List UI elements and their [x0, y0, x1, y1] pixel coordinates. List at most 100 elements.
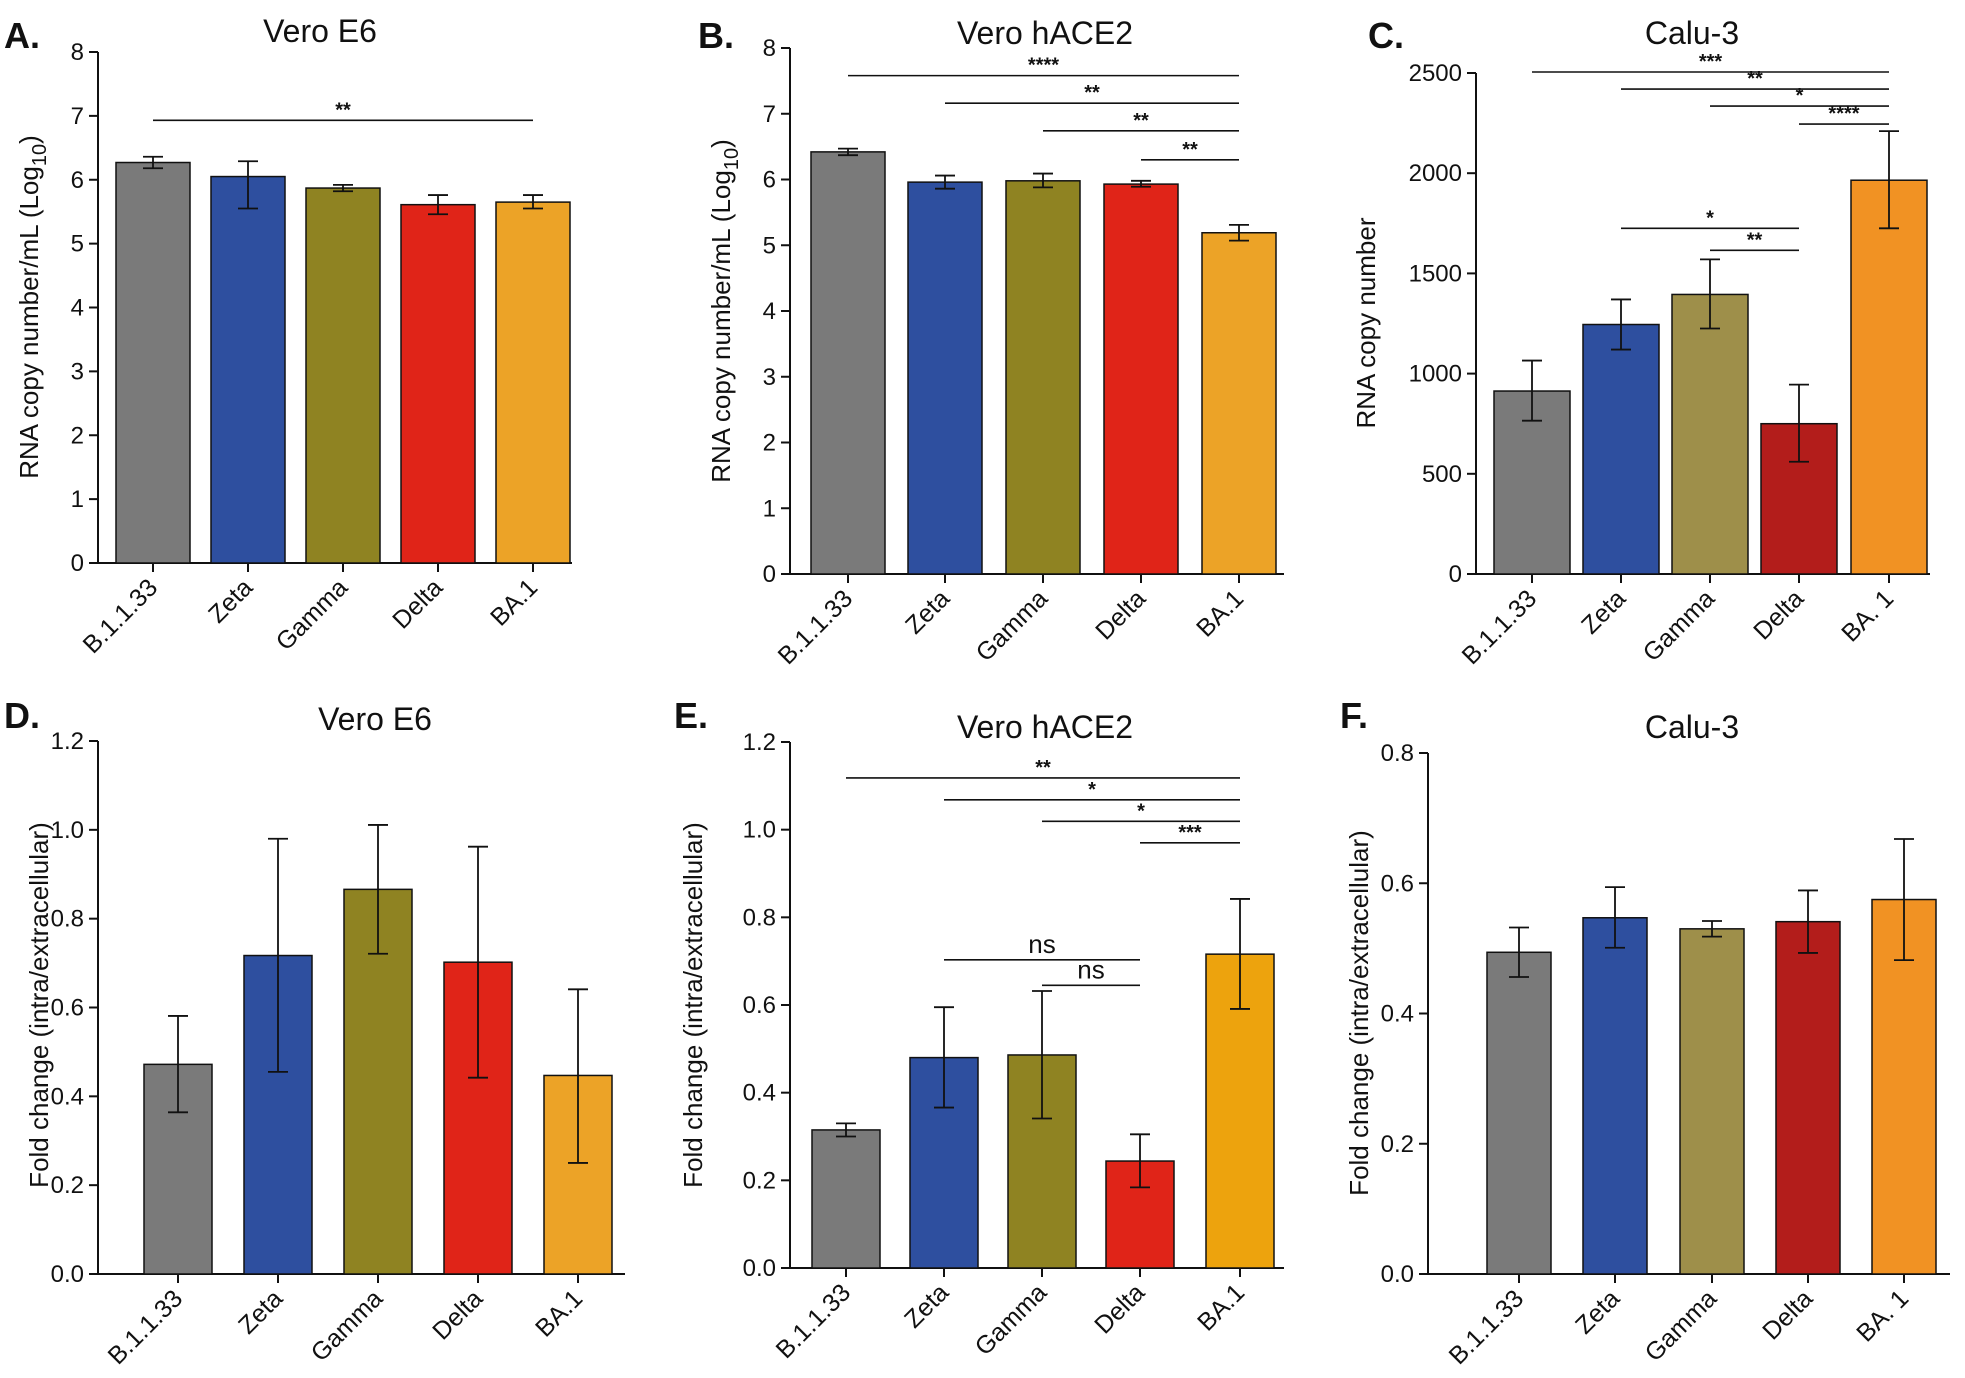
bar-gamma: [1671, 293, 1749, 575]
x-tick-label: Gamma: [271, 573, 354, 656]
y-tick-label: 2000: [1409, 160, 1462, 187]
error-bar: [1894, 838, 1914, 961]
x-tick-label: Zeta: [203, 573, 258, 628]
panel-letter: C.: [1368, 15, 1404, 56]
y-axis-label: RNA copy number: [1351, 217, 1381, 428]
y-tick-label: 0.0: [1381, 1261, 1414, 1288]
y-tick-label: 0: [71, 550, 84, 577]
y-tick-label: 8: [763, 35, 776, 62]
y-tick-label: 0.8: [51, 906, 84, 933]
y-tick-label: 3: [71, 358, 84, 385]
error-bar: [836, 1122, 856, 1138]
x-tick-label: Gamma: [971, 584, 1054, 667]
significance-label: **: [1084, 82, 1100, 104]
chart-title: Vero E6: [318, 701, 432, 737]
y-axis-label-main: RNA copy number/mL (Log: [14, 166, 44, 479]
y-tick-label: 1000: [1409, 361, 1462, 388]
panel-f: F. Calu-3 0.0 0.2 0.4 0.6 0.8 Fold change (intr…: [1340, 695, 1950, 1370]
x-tick-label: Delta: [1090, 584, 1151, 645]
y-tick-label: 0.2: [743, 1167, 776, 1194]
x-tick-label: Zeta: [900, 584, 955, 639]
panel-c: C. Calu-3 0 500 1000 1500 2000 2500 RNA copy num…: [1351, 15, 1930, 670]
significance-label: *: [1706, 207, 1714, 229]
y-tick-label: 0.4: [51, 1083, 84, 1110]
x-tick-label: B.1.1.33: [78, 573, 164, 659]
y-tick-label: 1: [71, 486, 84, 513]
error-bar: [143, 155, 163, 170]
error-bar: [1798, 889, 1818, 954]
y-tick-label: 2: [71, 422, 84, 449]
y-tick-label: 0.8: [743, 904, 776, 931]
significance-label: *: [1088, 779, 1096, 801]
bar-delta: [400, 203, 476, 564]
y-tick-label: 7: [763, 101, 776, 128]
error-bar: [838, 147, 858, 157]
y-tick-label: 6: [71, 167, 84, 194]
bar-b-1-1-33: [810, 151, 886, 575]
y-axis-label-end: ): [706, 139, 736, 148]
y-tick-label: 0.8: [1381, 740, 1414, 767]
x-tick-label: Gamma: [1640, 1284, 1723, 1367]
error-bar: [1789, 383, 1809, 463]
significance-label: **: [1747, 68, 1763, 90]
significance-label: ns: [1077, 954, 1104, 984]
bar-gamma: [1679, 928, 1745, 1275]
y-tick-label: 4: [71, 295, 84, 322]
y-axis-label-main: RNA copy number: [1351, 217, 1381, 428]
y-axis-label: RNA copy number/mL (Log10): [14, 135, 51, 479]
significance-label: **: [335, 99, 351, 121]
y-tick-label: 0: [763, 561, 776, 588]
error-bar: [568, 988, 588, 1164]
panel-e: E. Vero hACE2 0.0 0.2 0.4 0.6 0.8 1.0 1.2 Fold ch…: [674, 695, 1284, 1364]
x-tick-label: BA. 1: [1836, 584, 1899, 647]
y-tick-label: 2: [763, 430, 776, 457]
bar-b-1-1-33: [1486, 951, 1552, 1275]
y-tick-label: 2500: [1409, 60, 1462, 87]
x-tick-label: BA.1: [530, 1284, 588, 1342]
panel-letter: F.: [1340, 695, 1368, 736]
bar-zeta: [1582, 323, 1660, 575]
chart-title: Vero hACE2: [957, 709, 1133, 745]
error-bar: [1700, 258, 1720, 330]
x-tick-label: Delta: [387, 573, 448, 634]
x-tick-label: BA.1: [1192, 1278, 1250, 1336]
x-tick-label: Zeta: [233, 1284, 288, 1339]
error-bar: [268, 837, 288, 1073]
panel-letter: B.: [698, 15, 734, 56]
y-tick-label: 5: [763, 232, 776, 259]
x-tick-label: Zeta: [1576, 584, 1631, 639]
y-tick-label: 0.2: [51, 1172, 84, 1199]
y-tick-label: 0: [1449, 561, 1462, 588]
y-tick-label: 0.0: [743, 1255, 776, 1282]
significance-label: *: [1796, 85, 1804, 107]
significance-label: ***: [1178, 822, 1202, 844]
x-tick-label: Zeta: [1570, 1284, 1625, 1339]
x-tick-label: Gamma: [306, 1284, 389, 1367]
panel-d: D. Vero E6 0.0 0.2 0.4 0.6 0.8 1.0 1.2 Fold chang…: [4, 695, 625, 1370]
y-axis-label-subscript: 10: [721, 148, 743, 170]
bar-b-1-1-33: [811, 1129, 881, 1269]
panel-b: B. Vero hACE2 0 1 2 3 4 5 6 7 8 RNA copy number/mL …: [698, 15, 1284, 670]
panel-letter: E.: [674, 695, 708, 736]
y-tick-label: 1.0: [743, 817, 776, 844]
error-bar: [468, 845, 488, 1079]
y-axis-label-main: RNA copy number/mL (Log: [706, 170, 736, 483]
error-bar: [1229, 223, 1249, 242]
y-tick-label: 1.0: [51, 817, 84, 844]
bar-gamma: [1005, 180, 1081, 575]
significance-label: **: [1133, 110, 1149, 132]
chart-title: Vero E6: [263, 13, 377, 49]
y-tick-label: 5: [71, 231, 84, 258]
y-tick-label: 3: [763, 364, 776, 391]
panel-letter: D.: [4, 695, 40, 736]
y-axis-label-main: Fold change (intra/extracellular): [678, 822, 708, 1188]
y-tick-label: 0.4: [1381, 1001, 1414, 1028]
y-axis-label: RNA copy number/mL (Log10): [706, 139, 743, 483]
bar-zeta: [907, 181, 983, 575]
y-tick-label: 1.2: [743, 729, 776, 756]
error-bar: [935, 174, 955, 190]
error-bar: [1605, 886, 1625, 949]
error-bar: [1230, 898, 1250, 1010]
bar-gamma: [305, 187, 381, 564]
bar-ba-1: [1201, 232, 1277, 575]
